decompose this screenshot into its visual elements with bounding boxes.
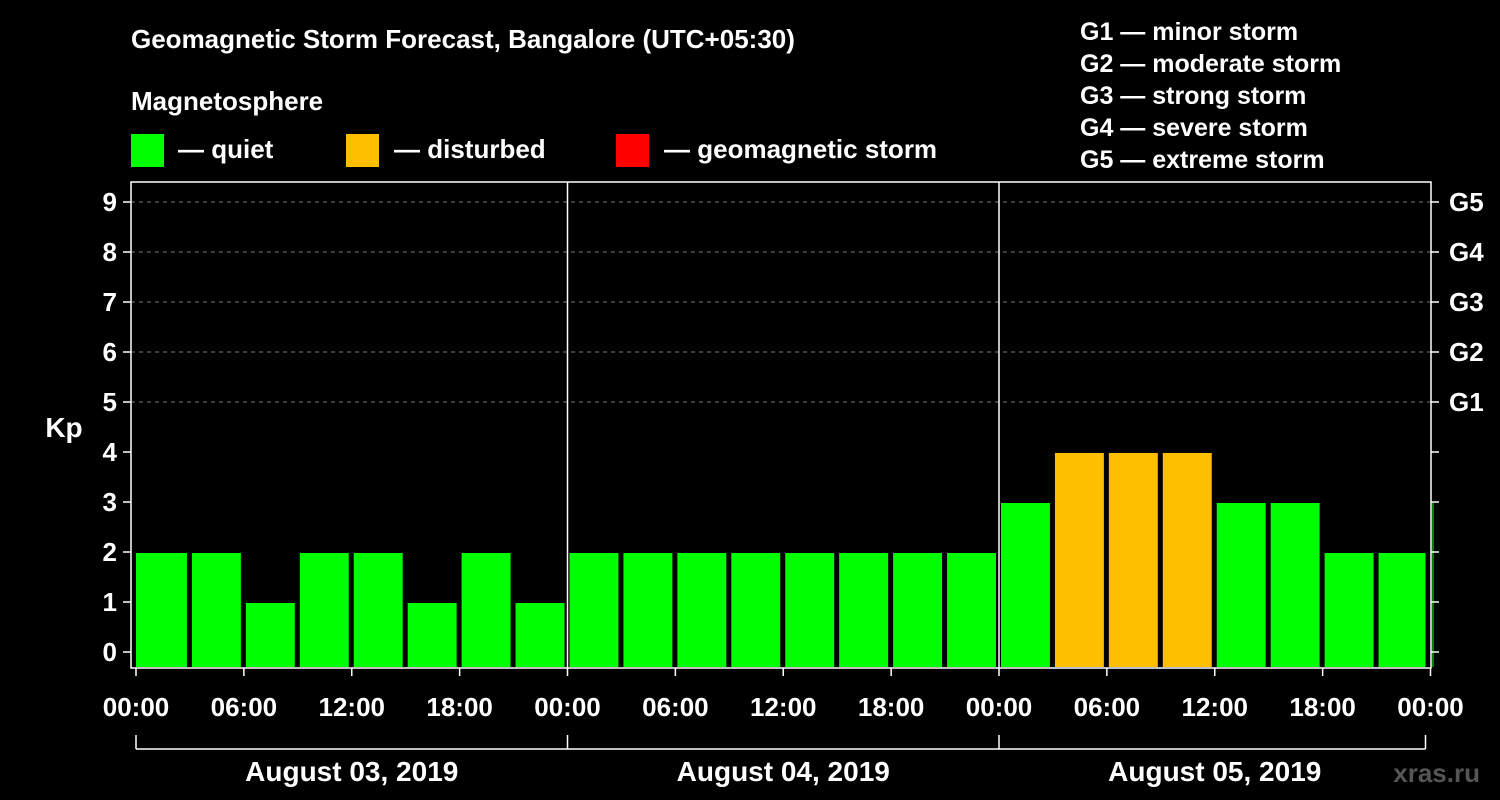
plot-frame [130,181,1432,669]
kp-bar [731,553,781,667]
kp-bar [191,553,241,667]
x-tick-label: 00:00 [966,692,1033,722]
storm-scale-g2: G2 — moderate storm [1080,50,1342,78]
storm-level-label: G5 [1449,187,1484,217]
x-tick-label: 00:00 [103,692,170,722]
day-label: August 04, 2019 [677,756,890,787]
kp-bar [1324,553,1374,667]
storm-level-label: G1 [1449,387,1484,417]
x-tick-label: 06:00 [1074,692,1141,722]
y-tick-label: 0 [103,637,117,667]
x-tick-label: 18:00 [426,692,493,722]
storm-scale-g1: G1 — minor storm [1080,18,1299,46]
kp-bar [569,553,619,667]
kp-bar [893,553,943,667]
day-label: August 03, 2019 [245,756,458,787]
kp-bar [1054,453,1104,667]
legend-label-storm: — geomagnetic storm [664,134,938,164]
storm-scale-g5: G5 — extreme storm [1080,146,1325,174]
kp-bar [299,553,349,667]
kp-bar [677,553,727,667]
legend-label-quiet: — quiet [178,134,274,164]
y-tick-label: 6 [103,337,117,367]
kp-bar [1378,553,1426,667]
storm-scale-g3: G3 — strong storm [1080,82,1307,110]
chart-subtitle: Magnetosphere [131,86,324,116]
x-tick-label: 00:00 [1397,692,1464,722]
kp-bar [785,553,835,667]
x-tick-label: 12:00 [750,692,817,722]
storm-scale-g4: G4 — severe storm [1080,114,1308,142]
kp-bar [1216,503,1266,667]
kp-bar [1432,503,1434,667]
x-tick-label: 06:00 [211,692,278,722]
x-tick-label: 18:00 [858,692,925,722]
kp-bar [947,553,996,667]
y-tick-label: 1 [103,587,117,617]
kp-bar [1270,503,1320,667]
kp-bar [245,603,295,667]
kp-bar [353,553,403,667]
day-label: August 05, 2019 [1108,756,1321,787]
y-tick-label: 8 [103,237,117,267]
y-tick-label: 5 [103,387,117,417]
kp-bar [515,603,565,667]
legend-swatch-storm [616,134,649,167]
kp-bar [461,553,511,667]
brand-watermark: xras.ru [1393,758,1480,788]
kp-bar [1108,453,1158,667]
kp-bar [839,553,889,667]
legend-swatch-disturbed [346,134,379,167]
storm-level-label: G2 [1449,337,1484,367]
legend-swatch-quiet [131,134,164,167]
kp-bar [1001,503,1050,667]
kp-bar [407,603,457,667]
kp-bar [1162,453,1212,667]
x-tick-label: 06:00 [642,692,709,722]
x-tick-label: 00:00 [534,692,601,722]
x-tick-label: 12:00 [1182,692,1249,722]
storm-level-label: G3 [1449,287,1484,317]
chart-title: Geomagnetic Storm Forecast, Bangalore (U… [131,24,795,54]
y-tick-label: 3 [103,487,117,517]
kp-bar [136,553,187,667]
y-tick-label: 4 [103,437,118,467]
x-tick-label: 12:00 [319,692,386,722]
x-tick-label: 18:00 [1289,692,1356,722]
storm-scale-legend: G1 — minor storm G2 — moderate storm G3 … [1080,16,1341,176]
kp-bar [623,553,673,667]
y-tick-label: 2 [103,537,117,567]
y-tick-label: 9 [103,187,117,217]
y-axis-title: Kp [45,412,82,443]
legend-label-disturbed: — disturbed [394,134,546,164]
storm-level-label: G4 [1449,237,1484,267]
y-tick-label: 7 [103,287,117,317]
